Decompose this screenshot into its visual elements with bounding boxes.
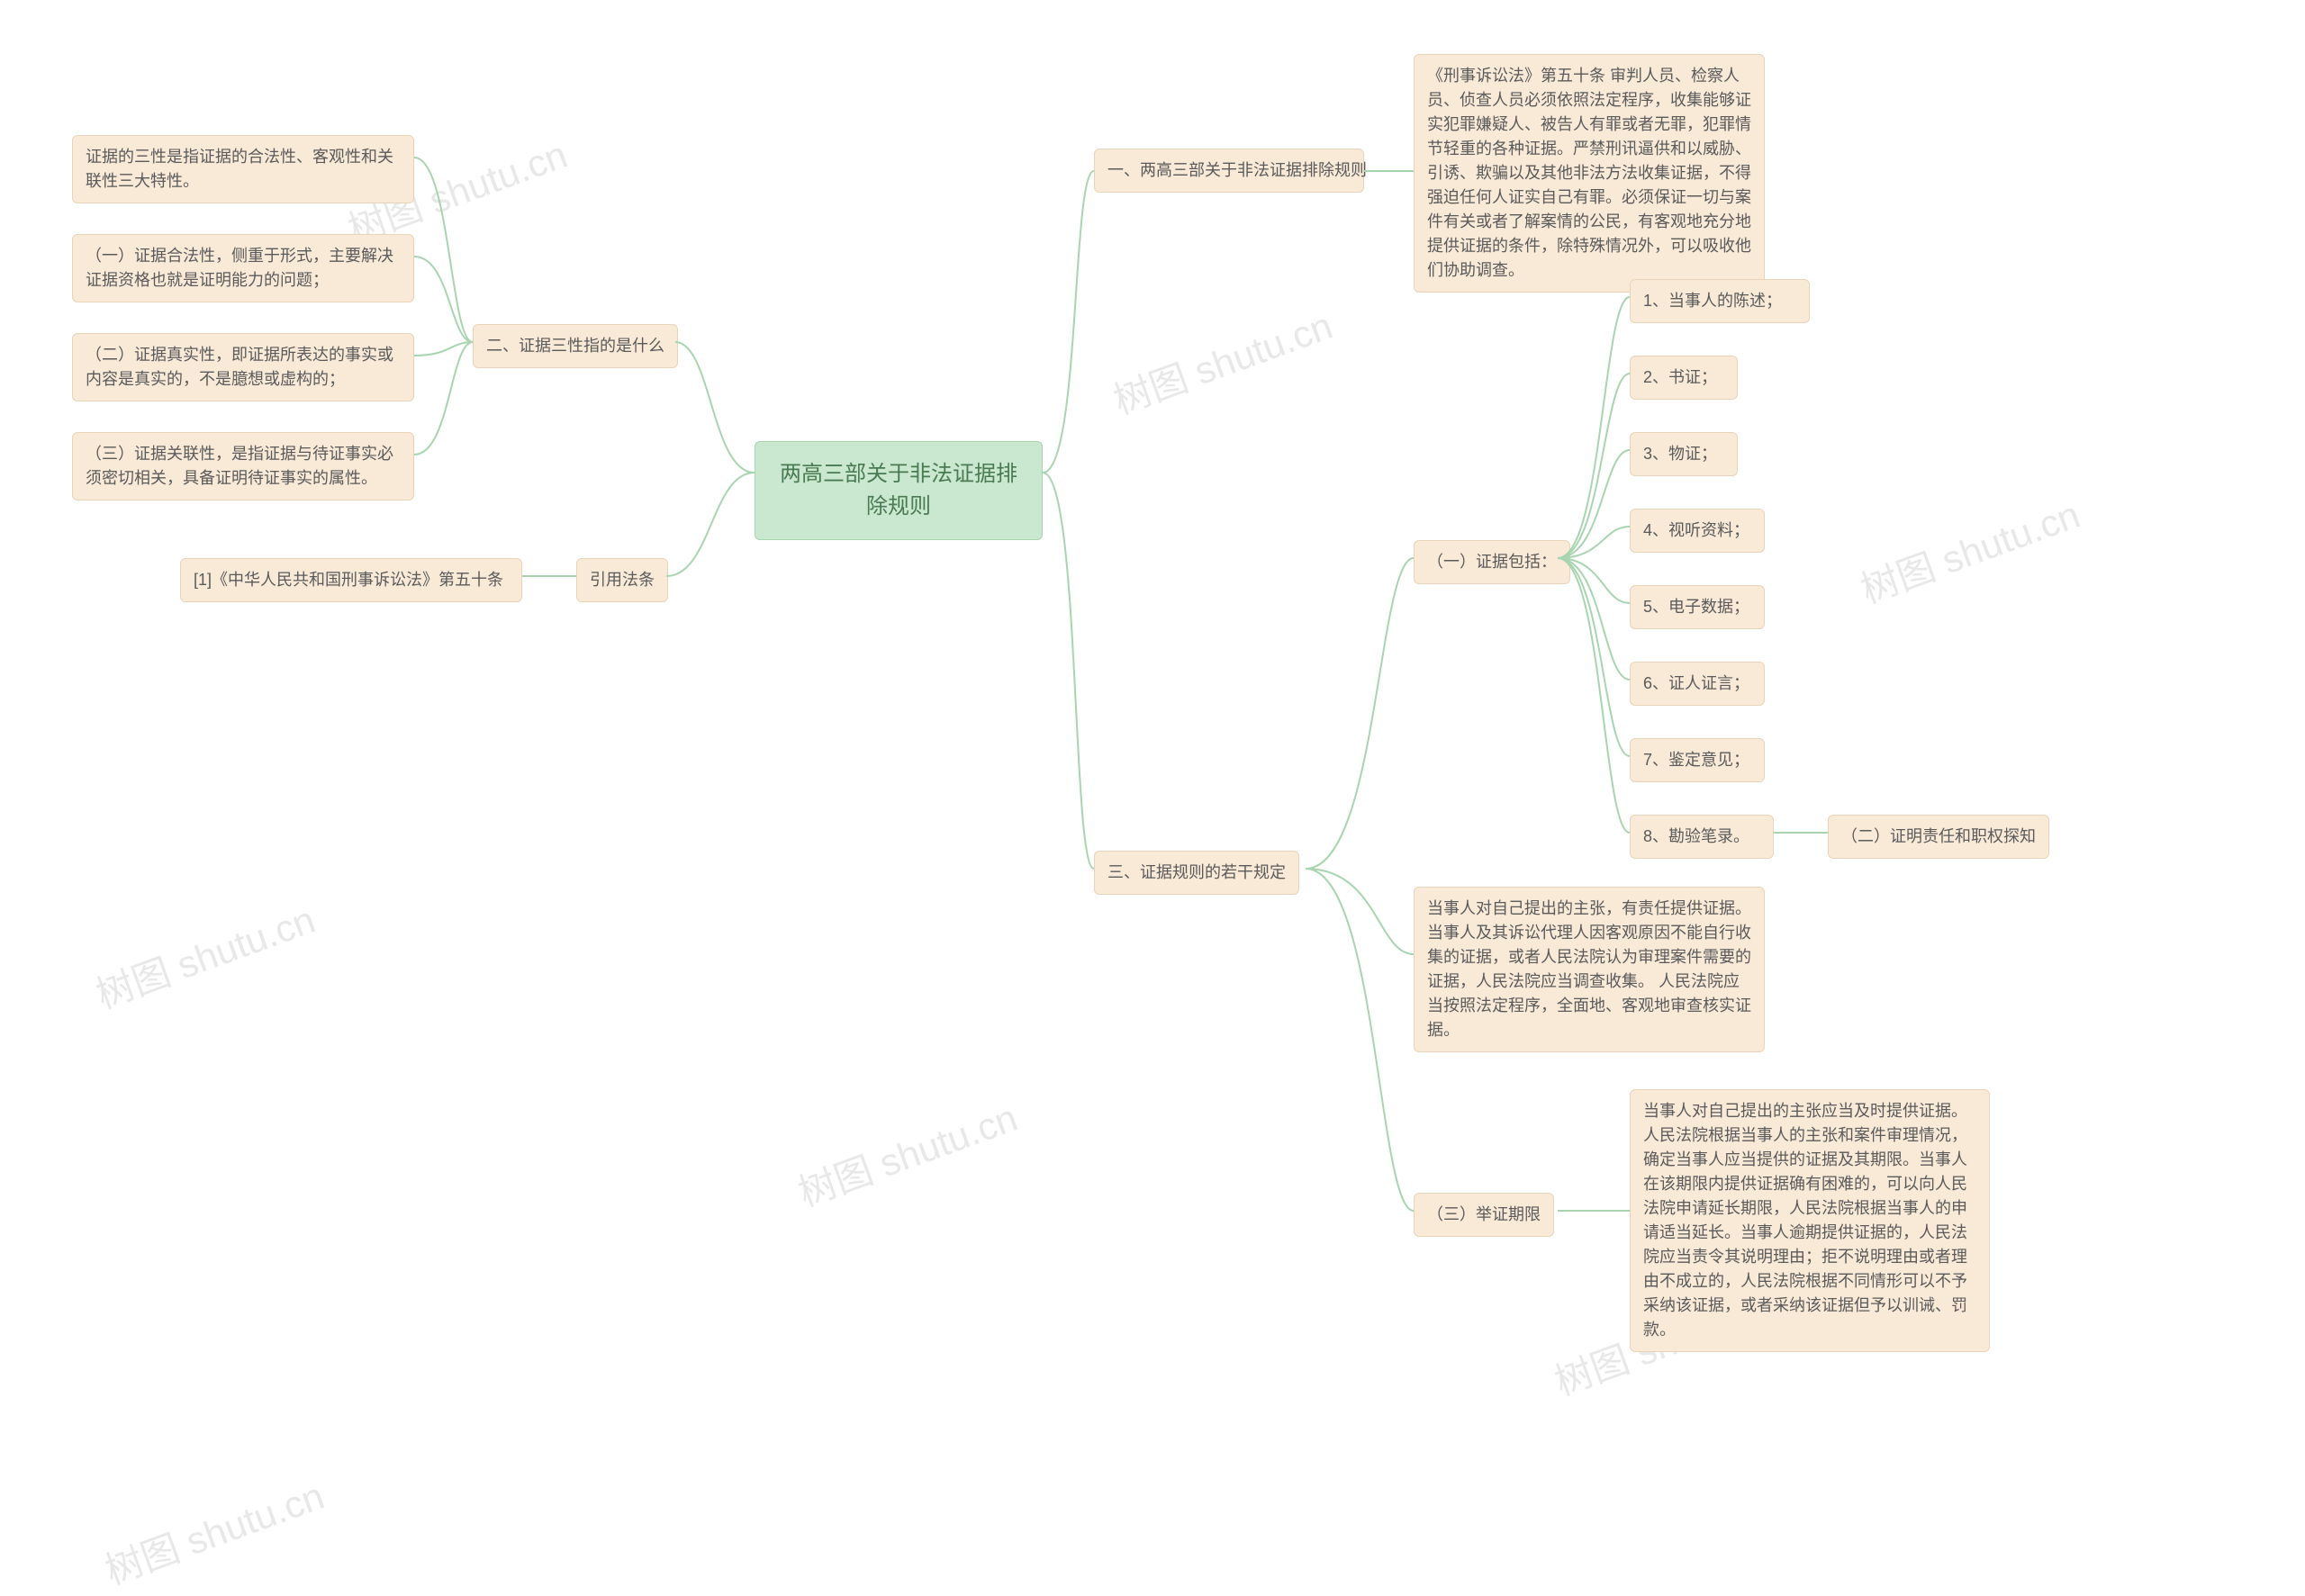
evidence-item-8: 8、勘验笔录。 [1630,815,1774,859]
section3-title: 三、证据规则的若干规定 [1094,851,1299,895]
section2-item-b: （一）证据合法性，侧重于形式，主要解决证据资格也就是证明能力的问题； [72,234,414,302]
evidence-item-2: 2、书证； [1630,356,1738,400]
watermark: 树图 shutu.cn [87,889,321,1019]
root-node: 两高三部关于非法证据排除规则 [755,441,1043,540]
section2-item-c: （二）证据真实性，即证据所表达的事实或内容是真实的，不是臆想或虚构的； [72,333,414,401]
evidence-item-6: 6、证人证言； [1630,662,1765,706]
evidence-item-3: 3、物证； [1630,432,1738,476]
section2-item-a: 证据的三性是指证据的合法性、客观性和关联性三大特性。 [72,135,414,203]
watermark: 树图 shutu.cn [790,1087,1024,1217]
section3-sub-b: （二）证明责任和职权探知 [1828,815,2049,859]
watermark: 树图 shutu.cn [1105,295,1339,425]
watermark: 树图 shutu.cn [1852,484,2086,614]
evidence-item-1: 1、当事人的陈述； [1630,279,1810,323]
watermark: 树图 shutu.cn [96,1465,330,1595]
section2-title: 二、证据三性指的是什么 [473,324,678,368]
evidence-item-4: 4、视听资料； [1630,509,1765,553]
section3-sub-c: （三）举证期限 [1414,1193,1554,1237]
evidence-includes-title: （一）证据包括： [1414,540,1570,584]
citation-title: 引用法条 [576,558,668,602]
evidence-item-5: 5、电子数据； [1630,585,1765,629]
section1-title: 一、两高三部关于非法证据排除规则 [1094,149,1364,193]
section2-item-d: （三）证据关联性，是指证据与待证事实必须密切相关，具备证明待证事实的属性。 [72,432,414,500]
citation-item: [1]《中华人民共和国刑事诉讼法》第五十条 [180,558,522,602]
section1-detail: 《刑事诉讼法》第五十条 审判人员、检察人员、侦查人员必须依照法定程序，收集能够证… [1414,54,1765,293]
section3-sub-b-detail: 当事人对自己提出的主张，有责任提供证据。当事人及其诉讼代理人因客观原因不能自行收… [1414,887,1765,1052]
evidence-item-7: 7、鉴定意见； [1630,738,1765,782]
section3-sub-c-detail: 当事人对自己提出的主张应当及时提供证据。 人民法院根据当事人的主张和案件审理情况… [1630,1089,1990,1352]
